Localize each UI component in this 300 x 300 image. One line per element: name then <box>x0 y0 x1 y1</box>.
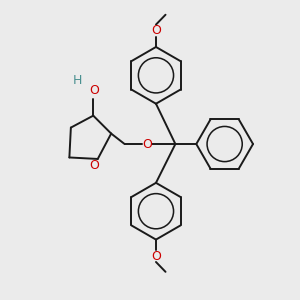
Text: H: H <box>73 74 82 87</box>
Text: O: O <box>89 159 99 172</box>
Text: O: O <box>151 24 161 37</box>
Text: O: O <box>142 137 152 151</box>
Text: O: O <box>89 84 99 98</box>
Text: O: O <box>151 250 161 262</box>
